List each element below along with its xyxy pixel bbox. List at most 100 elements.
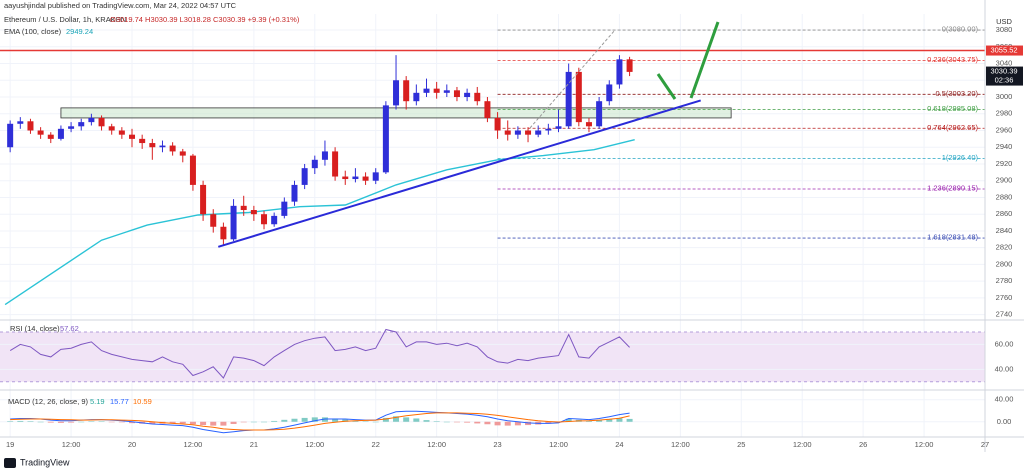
fib-anchor — [529, 29, 616, 129]
candle-body — [169, 145, 176, 152]
candle-body — [382, 105, 389, 173]
macd-histogram-bar — [230, 421, 237, 424]
macd-histogram-bar — [453, 421, 460, 423]
fib-label: 1(2926.40) — [942, 153, 979, 162]
macd-histogram-bar — [372, 421, 379, 423]
candle-body — [535, 130, 542, 135]
x-tick-label: 25 — [737, 440, 745, 449]
ema-legend-value: 2949.24 — [66, 27, 93, 36]
y-tick-label: 40.00 — [995, 364, 1014, 373]
candle-body — [179, 151, 186, 156]
y-tick-label: 2780 — [996, 276, 1013, 285]
candle-body — [129, 134, 136, 139]
x-tick-label: 12:00 — [427, 440, 446, 449]
candle-body — [149, 143, 156, 148]
candle-body — [118, 130, 125, 135]
last-price-label: 3030.39 — [990, 67, 1017, 76]
macd-histogram-bar — [129, 421, 136, 424]
trendline — [218, 99, 701, 248]
x-tick-label: 12:00 — [915, 440, 934, 449]
axes: 19 12:00 20 12:00 21 12:00 22 12:00 23 12:00 24 12:… — [6, 25, 1023, 449]
macd-histogram-bar — [382, 417, 389, 422]
candle-body — [525, 130, 532, 135]
macd-legend: MACD (12, 26, close, 9) — [8, 397, 89, 406]
macd-histogram-bar — [403, 417, 410, 422]
candle-body — [514, 130, 521, 135]
fib-label: 0.5(3003.20) — [935, 89, 978, 98]
brand: TradingView — [20, 457, 70, 467]
candle-body — [443, 90, 450, 93]
candle-body — [37, 130, 44, 135]
y-tick-label: 40.00 — [995, 395, 1014, 404]
arrow-up — [689, 21, 720, 99]
candle-body — [464, 92, 471, 98]
resistance-box-label: 3055.52 — [990, 46, 1017, 55]
y-tick-label: 3000 — [996, 92, 1013, 101]
macd-histogram-bar — [616, 418, 623, 422]
macd-histogram-bar — [68, 421, 75, 423]
candle-body — [453, 90, 460, 98]
x-tick-label: 12:00 — [184, 440, 203, 449]
x-tick-label: 12:00 — [62, 440, 81, 449]
fib-label: 0.764(2962.65) — [927, 123, 978, 132]
signal-value: 10.59 — [133, 397, 152, 406]
plot: 0(3080.00) 0.236(3043.75) 0.5(3003.20) 0.61… — [0, 25, 985, 434]
candle-body — [585, 122, 592, 127]
publisher: aayushjindal published on TradingView.co… — [4, 1, 237, 10]
candle-body — [47, 134, 54, 139]
y-tick-label: 60.00 — [995, 339, 1014, 348]
macd-histogram-bar — [78, 421, 85, 423]
y-tick-label: 2760 — [996, 293, 1013, 302]
candle-body — [321, 151, 328, 160]
candle-body — [240, 205, 247, 211]
candle-body — [626, 59, 633, 72]
arrow-down — [656, 73, 677, 100]
candle-body — [281, 201, 288, 216]
y-tick-label: 2740 — [996, 310, 1013, 319]
candle-body — [98, 117, 105, 127]
candle-body — [200, 184, 207, 215]
candle-body — [413, 92, 420, 102]
candle-body — [332, 151, 339, 177]
macd-histogram-bar — [169, 421, 176, 424]
candle-body — [362, 176, 369, 181]
macd-histogram-bar — [585, 420, 592, 422]
grid — [0, 14, 986, 437]
macd-histogram-bar — [474, 421, 481, 424]
macd-histogram-bar — [200, 421, 207, 426]
ema-legend: EMA (100, close) — [4, 27, 62, 36]
macd-histogram-bar — [504, 421, 511, 426]
candle-body — [210, 214, 217, 227]
candle-body — [27, 121, 34, 131]
y-tick-label: 2840 — [996, 226, 1013, 235]
macd-histogram-bar — [108, 421, 115, 423]
ema-line — [4, 139, 635, 306]
x-tick-label: 12:00 — [793, 440, 812, 449]
candle-body — [108, 126, 115, 131]
candle-body — [484, 101, 491, 118]
signal-line — [10, 412, 630, 431]
y-tick-label: 2880 — [996, 192, 1013, 201]
y-tick-label: 2960 — [996, 125, 1013, 134]
macd-histogram-bar — [250, 421, 257, 423]
candle-body — [271, 215, 278, 225]
candle-body — [372, 172, 379, 181]
candle-body — [78, 122, 85, 127]
macd-histogram-bar — [220, 421, 227, 426]
candle-body — [250, 210, 257, 215]
x-tick-label: 21 — [250, 440, 258, 449]
rsi-legend: RSI (14, close) — [10, 324, 60, 333]
rsi-line — [9, 328, 630, 379]
y-tick-label: 2900 — [996, 176, 1013, 185]
y-tick-label: 2800 — [996, 259, 1013, 268]
macd-histogram-bar — [545, 421, 552, 424]
candle-body — [474, 92, 481, 102]
ohlc-values: O3019.74 H3030.39 L3018.28 C3030.39 +9.3… — [110, 15, 300, 24]
macd-histogram-bar — [281, 419, 288, 422]
macd-histogram-bar — [626, 418, 633, 422]
x-tick-label: 12:00 — [549, 440, 568, 449]
candle-body — [220, 226, 227, 240]
candle-body — [606, 84, 613, 102]
macd-histogram-bar — [311, 417, 318, 422]
